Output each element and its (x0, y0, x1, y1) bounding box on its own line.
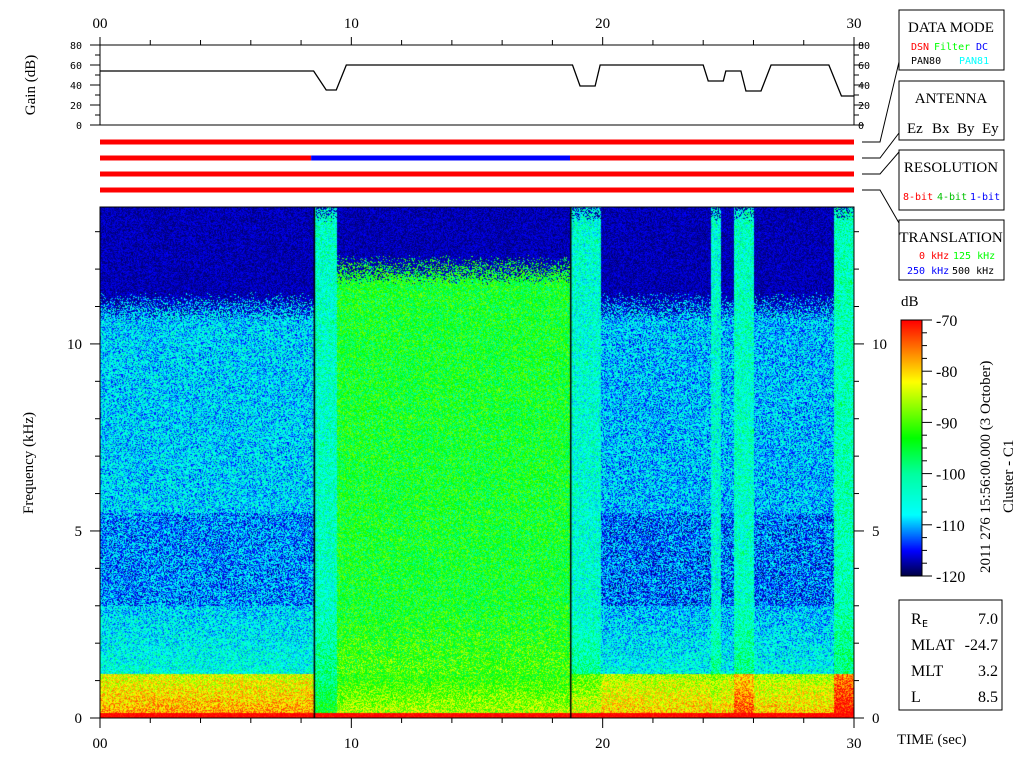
mode-bar-1 (311, 155, 570, 161)
gain-tick-label-right: 60 (858, 61, 870, 72)
mode-bar-3 (100, 187, 854, 193)
position-value: 8.5 (978, 689, 998, 706)
legend-box-antenna (898, 80, 1005, 141)
position-value: 3.2 (978, 663, 998, 680)
legend-connector-0 (862, 61, 900, 143)
spectrogram-image (100, 207, 854, 718)
y-tick-label-right: 5 (872, 524, 880, 540)
colorbar-tick-label: -100 (936, 467, 965, 484)
colorbar-tick-label: -90 (936, 415, 957, 432)
x-axis-label: TIME (sec) (897, 732, 967, 748)
legend-item-translation: 0 kHz (919, 251, 949, 262)
x-tick-label: 10 (344, 736, 359, 752)
position-label: R (911, 611, 922, 628)
y-tick-label: 10 (67, 337, 82, 353)
x-tick-label-top: 00 (93, 16, 108, 32)
legend-item-antenna: Ez (907, 121, 923, 137)
y-axis-label: Frequency (kHz) (21, 412, 37, 514)
y-tick-label: 0 (75, 711, 83, 727)
gain-tick-label-right: 20 (858, 101, 870, 112)
position-value: 7.0 (978, 611, 998, 628)
legend-item-data_mode: DC (976, 42, 988, 53)
legend-connector-3 (862, 189, 900, 224)
legend-item-data_mode: PAN80 (911, 56, 941, 67)
legend-title-data_mode: DATA MODE (908, 20, 994, 36)
gain-tick-label: 20 (70, 101, 82, 112)
legend-title-resolution: RESOLUTION (904, 160, 998, 176)
gain-axis-label: Gain (dB) (23, 55, 39, 115)
x-tick-label: 30 (847, 736, 862, 752)
legend-title-translation: TRANSLATION (899, 230, 1002, 246)
colorbar-tick-label: -70 (936, 313, 957, 330)
colorbar-tick-label: -110 (936, 518, 965, 535)
legend-item-resolution: 1-bit (970, 192, 1000, 203)
gain-line (100, 64, 854, 97)
legend-connector-2 (862, 151, 900, 175)
legend-item-translation: 500 kHz (952, 266, 994, 277)
legend-item-data_mode: Filter (934, 42, 970, 53)
position-label: L (911, 689, 921, 706)
gain-tick-label-right: 80 (858, 41, 870, 52)
x-tick-label-top: 30 (847, 16, 862, 32)
x-tick-label-top: 10 (344, 16, 359, 32)
colorbar-frame (900, 319, 923, 577)
spectrogram-frame (99, 206, 855, 719)
legend-item-translation: 250 kHz (907, 266, 949, 277)
gain-tick-label: 80 (70, 41, 82, 52)
position-box (898, 599, 1003, 711)
gain-tick-label-right: 0 (858, 121, 864, 132)
position-label: MLT (911, 663, 944, 680)
gain-tick-label-right: 40 (858, 81, 870, 92)
legend-item-antenna: Ey (982, 121, 999, 137)
position-value: -24.7 (965, 637, 998, 654)
x-tick-label: 00 (93, 736, 108, 752)
legend-item-data_mode: PAN81 (959, 56, 989, 67)
legend-box-translation (898, 219, 1005, 281)
legend-title-antenna: ANTENNA (915, 91, 988, 107)
legend-item-resolution: 8-bit (903, 192, 933, 203)
colorbar-gradient (901, 320, 922, 576)
spacecraft-label: Cluster - C1 (1001, 440, 1017, 513)
timestamp-label: 2011 276 15:56:00.000 (3 October) (978, 361, 994, 573)
legend-item-antenna: By (957, 121, 975, 137)
colorbar-label: dB (901, 294, 919, 310)
gain-tick-label: 0 (76, 121, 82, 132)
legend-item-data_mode: DSN (911, 42, 929, 53)
y-tick-label-right: 0 (872, 711, 880, 727)
x-tick-label: 20 (595, 736, 610, 752)
legend-item-resolution: 4-bit (937, 192, 967, 203)
colorbar-tick-label: -80 (936, 364, 957, 381)
mode-bar-1 (569, 155, 854, 161)
position-label-sub: E (922, 619, 928, 630)
legend-box-resolution (898, 149, 1005, 211)
mode-bar-0 (100, 139, 854, 145)
x-tick-label-top: 20 (595, 16, 610, 32)
legend-item-translation: 125 kHz (953, 251, 995, 262)
gain-tick-label: 40 (70, 81, 82, 92)
y-tick-label-right: 10 (872, 337, 887, 353)
colorbar-tick-label: -120 (936, 569, 965, 586)
legend-box-data_mode (898, 9, 1005, 71)
mode-bar-2 (100, 171, 854, 177)
position-label: MLAT (911, 637, 955, 654)
mode-bar-1 (100, 155, 312, 161)
y-tick-label: 5 (75, 524, 83, 540)
legend-connector-1 (862, 132, 900, 159)
legend-item-antenna: Bx (932, 121, 950, 137)
gain-tick-label: 60 (70, 61, 82, 72)
